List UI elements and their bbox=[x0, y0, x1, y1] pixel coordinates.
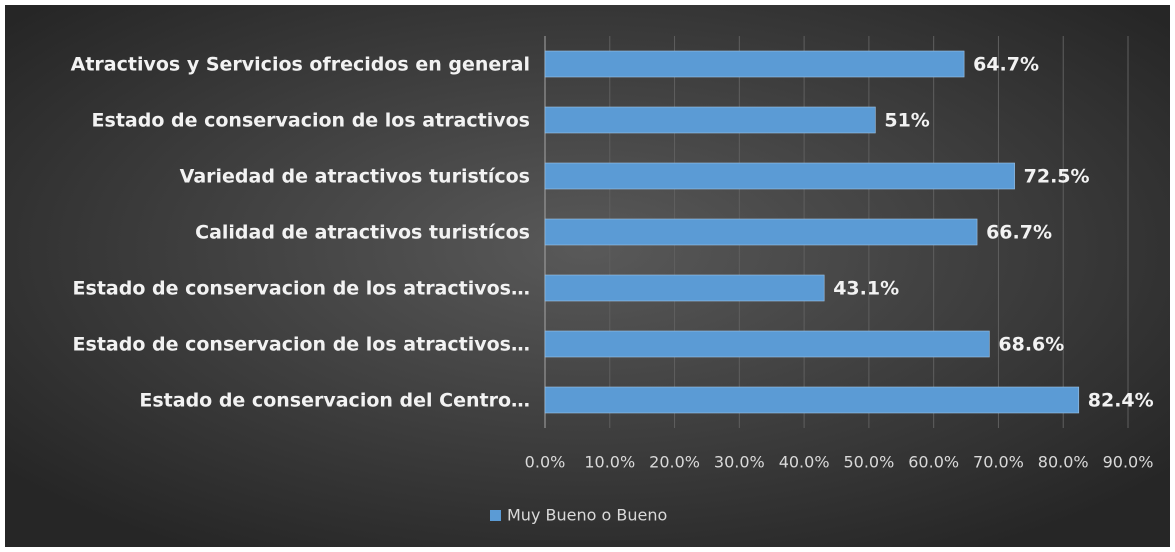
x-tick-label: 10.0% bbox=[584, 453, 635, 472]
data-label: 66.7% bbox=[986, 222, 1052, 244]
y-tick-label: Calidad de atractivos turistícos bbox=[195, 222, 530, 244]
data-label: 64.7% bbox=[973, 54, 1039, 76]
y-tick-label: Atractivos y Servicios ofrecidos en gene… bbox=[71, 54, 530, 76]
y-tick-label: Estado de conservacion de los atractivos bbox=[92, 110, 530, 132]
bar bbox=[544, 106, 876, 134]
legend-swatch bbox=[490, 510, 501, 521]
y-tick-label: Estado de conservacion de los atractivos… bbox=[73, 334, 530, 356]
data-label: 43.1% bbox=[833, 278, 899, 300]
x-tick-label: 0.0% bbox=[525, 453, 566, 472]
data-label: 51% bbox=[884, 110, 929, 132]
data-label: 68.6% bbox=[998, 334, 1064, 356]
x-tick-label: 50.0% bbox=[843, 453, 894, 472]
x-tick-label: 90.0% bbox=[1103, 453, 1154, 472]
bar bbox=[544, 386, 1080, 414]
x-tick-label: 80.0% bbox=[1038, 453, 1089, 472]
y-tick-label: Estado de conservacion de los atractivos… bbox=[73, 278, 530, 300]
x-tick-label: 40.0% bbox=[779, 453, 830, 472]
data-label: 82.4% bbox=[1088, 390, 1154, 412]
y-tick-label: Variedad de atractivos turistícos bbox=[180, 166, 530, 188]
x-tick-label: 20.0% bbox=[649, 453, 700, 472]
x-tick-label: 70.0% bbox=[973, 453, 1024, 472]
bar bbox=[544, 274, 825, 302]
legend-label: Muy Bueno o Bueno bbox=[507, 506, 667, 525]
data-label: 72.5% bbox=[1024, 166, 1090, 188]
bar bbox=[544, 330, 990, 358]
x-tick-label: 30.0% bbox=[714, 453, 765, 472]
bar bbox=[544, 50, 965, 78]
bar bbox=[544, 218, 978, 246]
bar bbox=[544, 162, 1015, 190]
y-tick-label: Estado de conservacion del Centro… bbox=[139, 390, 530, 412]
x-tick-label: 60.0% bbox=[908, 453, 959, 472]
